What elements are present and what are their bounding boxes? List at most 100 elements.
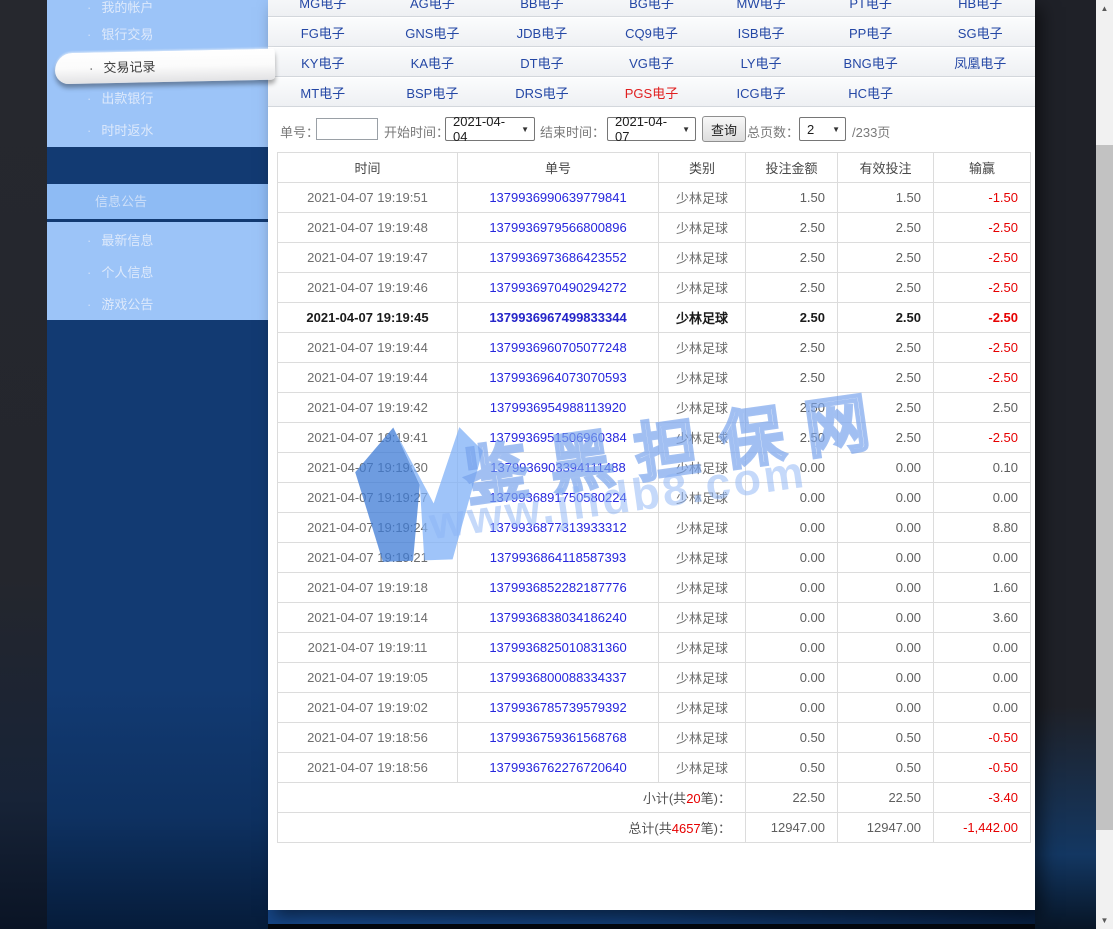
game-tab[interactable]: BSP电子 [406,85,459,101]
sidebar-item[interactable]: · 出款银行 [47,89,268,109]
game-tab[interactable]: BG电子 [629,0,674,11]
records-table: 时间 单号 类别 投注金额 有效投注 输赢 2021-04-07 19:19:51 1379… [277,152,1031,843]
cell-win-loss: 0.00 [933,482,1031,513]
scrollbar-down-arrow[interactable]: ▼ [1100,916,1109,925]
order-number-link[interactable]: 1379936825010831360 [489,640,627,655]
game-tab[interactable]: AG电子 [409,0,455,11]
query-button[interactable]: 查询 [702,116,747,142]
game-tab[interactable]: MT电子 [300,85,346,101]
game-tab[interactable]: PGS电子 [624,85,679,101]
subtotal-count: 20 [686,791,701,806]
order-number-link[interactable]: 1379936960705077248 [489,340,627,355]
order-number-link[interactable]: 1379936903394111488 [490,460,626,475]
game-tab[interactable]: HC电子 [848,85,894,101]
cell-time: 2021-04-07 19:19:41 [277,422,458,453]
order-number-link[interactable]: 1379936990639779841 [489,190,627,205]
cell-category: 少林足球 [658,242,746,273]
sidebar-info-band [47,222,268,320]
column-header: 时间 [277,152,458,183]
table-row: 2021-04-07 19:19:48 1379936979566800896 少林… [277,212,1031,243]
sidebar: 信息公告 · 我的帐户 · 银行交易 · 交易记录 · 出款银行 · 时时返水 · 最新信息 · 个人信… [47,0,276,929]
table-row: 2021-04-07 19:18:56 1379936759361568768 少林… [277,722,1031,753]
game-tab[interactable]: FG电子 [300,25,345,41]
table-row: 2021-04-07 19:19:18 1379936852282187776 少林… [277,572,1031,603]
game-tab[interactable]: SG电子 [957,25,1003,41]
sidebar-item-label: 最新信息 [101,233,154,248]
game-tab[interactable]: MG电子 [299,0,347,11]
order-number-link[interactable]: 1379936759361568768 [489,730,627,745]
order-number-link[interactable]: 1379936838034186240 [489,610,627,625]
table-row: 2021-04-07 19:19:24 1379936877313933312 少林… [277,512,1031,543]
cell-time: 2021-04-07 19:19:27 [277,482,458,513]
order-number-link[interactable]: 1379936864118587393 [489,550,627,565]
bullet-icon: · [87,27,92,42]
scrollbar-up-arrow[interactable]: ▲ [1100,4,1109,13]
table-row: 2021-04-07 19:18:56 1379936762276720640 少林… [277,752,1031,783]
game-tab[interactable]: DT电子 [520,55,564,71]
game-tab[interactable]: GNS电子 [405,25,460,41]
cell-order: 1379936759361568768 [457,722,659,753]
cell-bet-amount: 0.00 [745,692,838,723]
cell-bet-amount: 2.50 [745,392,838,423]
order-number-link[interactable]: 1379936973686423552 [489,250,627,265]
game-tabs: MG电子 AG电子 BB电子 BG电子 MW电子 PT电子 HB电子 FG电子 GNS电子 JDB… [268,0,1035,107]
cell-order: 1379936762276720640 [457,752,659,783]
subtotal-valid: 22.50 [837,782,934,813]
start-date-select[interactable]: 2021-04-04 ▼ [445,114,535,144]
page-select[interactable]: 2 ▼ [799,117,846,141]
game-tab[interactable]: MW电子 [736,0,786,11]
sidebar-item[interactable]: · 我的帐户 [47,0,268,18]
game-tab[interactable]: KY电子 [301,55,345,71]
scrollbar-thumb[interactable] [1096,145,1113,830]
game-tab[interactable]: ICG电子 [736,85,786,101]
order-number-link[interactable]: 1379936891750580224 [489,490,627,505]
cell-order: 1379936967499833344 [457,302,659,333]
order-number-link[interactable]: 1379936762276720640 [489,760,627,775]
cell-valid-bet: 2.50 [837,272,934,303]
cell-time: 2021-04-07 19:19:51 [277,182,458,213]
game-tab[interactable]: BB电子 [520,0,564,11]
content-panel: MG电子 AG电子 BB电子 BG电子 MW电子 PT电子 HB电子 FG电子 GNS电子 JDB… [268,0,1035,910]
order-number-link[interactable]: 1379936877313933312 [489,520,627,535]
game-tab[interactable]: DRS电子 [515,85,569,101]
sidebar-item[interactable]: · 最新信息 [47,231,268,251]
order-number-link[interactable]: 1379936954988113920 [489,400,627,415]
game-tab[interactable]: VG电子 [629,55,674,71]
subtotal-win: -3.40 [933,782,1031,813]
game-tab[interactable]: 凤凰电子 [954,55,1007,71]
cell-category: 少林足球 [658,392,746,423]
sidebar-item[interactable]: · 游戏公告 [47,295,268,315]
sidebar-item[interactable]: · 个人信息 [47,263,268,283]
order-number-link[interactable]: 1379936785739579392 [489,700,627,715]
cell-category: 少林足球 [658,332,746,363]
scrollbar[interactable]: ▲ ▼ [1096,0,1113,929]
sidebar-item-label: 游戏公告 [101,297,154,312]
game-tab[interactable]: BNG电子 [843,55,898,71]
order-number-input[interactable] [316,118,378,140]
cell-win-loss: 0.00 [933,542,1031,573]
game-tab[interactable]: PT电子 [849,0,892,11]
game-tab[interactable]: PP电子 [848,25,893,41]
order-number-link[interactable]: 1379936800088334337 [489,670,627,685]
order-number-link[interactable]: 1379936852282187776 [489,580,627,595]
order-number-link[interactable]: 1379936970490294272 [489,280,627,295]
sidebar-item[interactable]: · 时时返水 [47,121,268,141]
game-tab[interactable]: ISB电子 [737,25,785,41]
cell-win-loss: 2.50 [933,392,1031,423]
cell-valid-bet: 0.00 [837,482,934,513]
cell-order: 1379936973686423552 [457,242,659,273]
game-tab[interactable]: KA电子 [410,55,455,71]
sidebar-item-label: 个人信息 [101,265,154,280]
order-number-link[interactable]: 1379936964073070593 [489,370,627,385]
game-tab[interactable]: LY电子 [740,55,782,71]
order-number-link[interactable]: 1379936967499833344 [489,310,627,325]
order-number-link[interactable]: 1379936951506960384 [489,430,627,445]
sidebar-item-selected[interactable]: · 交易记录 [54,48,276,85]
sidebar-item[interactable]: · 银行交易 [47,25,268,45]
game-tab[interactable]: CQ9电子 [625,25,678,41]
game-tab[interactable]: JDB电子 [516,25,568,41]
game-tab[interactable]: HB电子 [958,0,1003,11]
end-date-select[interactable]: 2021-04-07 ▼ [607,114,696,144]
order-number-link[interactable]: 1379936979566800896 [489,220,627,235]
cell-win-loss: 0.00 [933,692,1031,723]
